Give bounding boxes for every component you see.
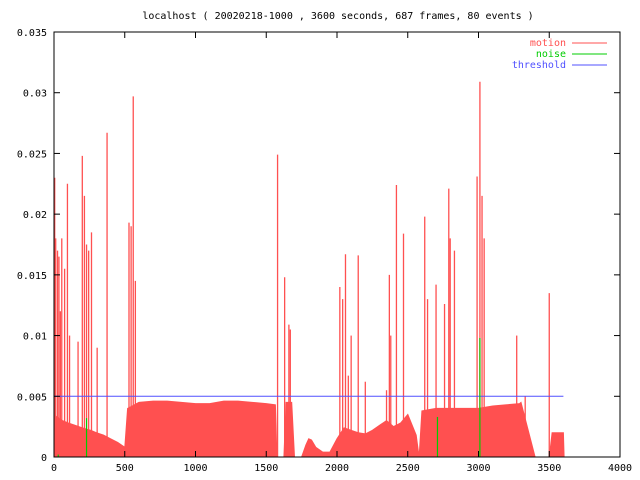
x-tick-label: 2500 bbox=[396, 463, 420, 474]
motion-area bbox=[53, 400, 565, 458]
y-tick-label: 0.03 bbox=[23, 89, 47, 100]
legend-label-motion: motion bbox=[530, 38, 566, 49]
spike-layer bbox=[54, 81, 550, 457]
noise-layer bbox=[57, 338, 481, 457]
y-tick-label: 0.035 bbox=[17, 28, 47, 39]
y-tick-label: 0.015 bbox=[17, 271, 47, 282]
y-tick-label: 0.025 bbox=[17, 149, 47, 160]
x-tick-label: 2000 bbox=[325, 463, 349, 474]
legend-label-threshold: threshold bbox=[512, 60, 566, 71]
x-tick-label: 3500 bbox=[537, 463, 561, 474]
y-tick-label: 0.005 bbox=[17, 392, 47, 403]
y-tick-label: 0.02 bbox=[23, 210, 47, 221]
x-tick-label: 500 bbox=[116, 463, 134, 474]
plot-frame bbox=[53, 31, 621, 458]
axes-layer: 0 500 1000 1500 2000 2500 3000 3500 4000 0 0.005 0.… bbox=[17, 28, 632, 474]
chart-title: localhost ( 20020218-1000 , 3600 seconds… bbox=[142, 11, 533, 22]
y-tick-label: 0.01 bbox=[23, 332, 47, 343]
legend-label-noise: noise bbox=[536, 49, 566, 60]
x-tick-label: 1500 bbox=[254, 463, 278, 474]
area-layer bbox=[53, 400, 565, 458]
x-tick-label: 1000 bbox=[183, 463, 207, 474]
y-tick-label: 0 bbox=[41, 453, 47, 464]
x-tick-label: 0 bbox=[51, 463, 57, 474]
x-tick-label: 4000 bbox=[608, 463, 632, 474]
x-tick-label: 3000 bbox=[466, 463, 490, 474]
